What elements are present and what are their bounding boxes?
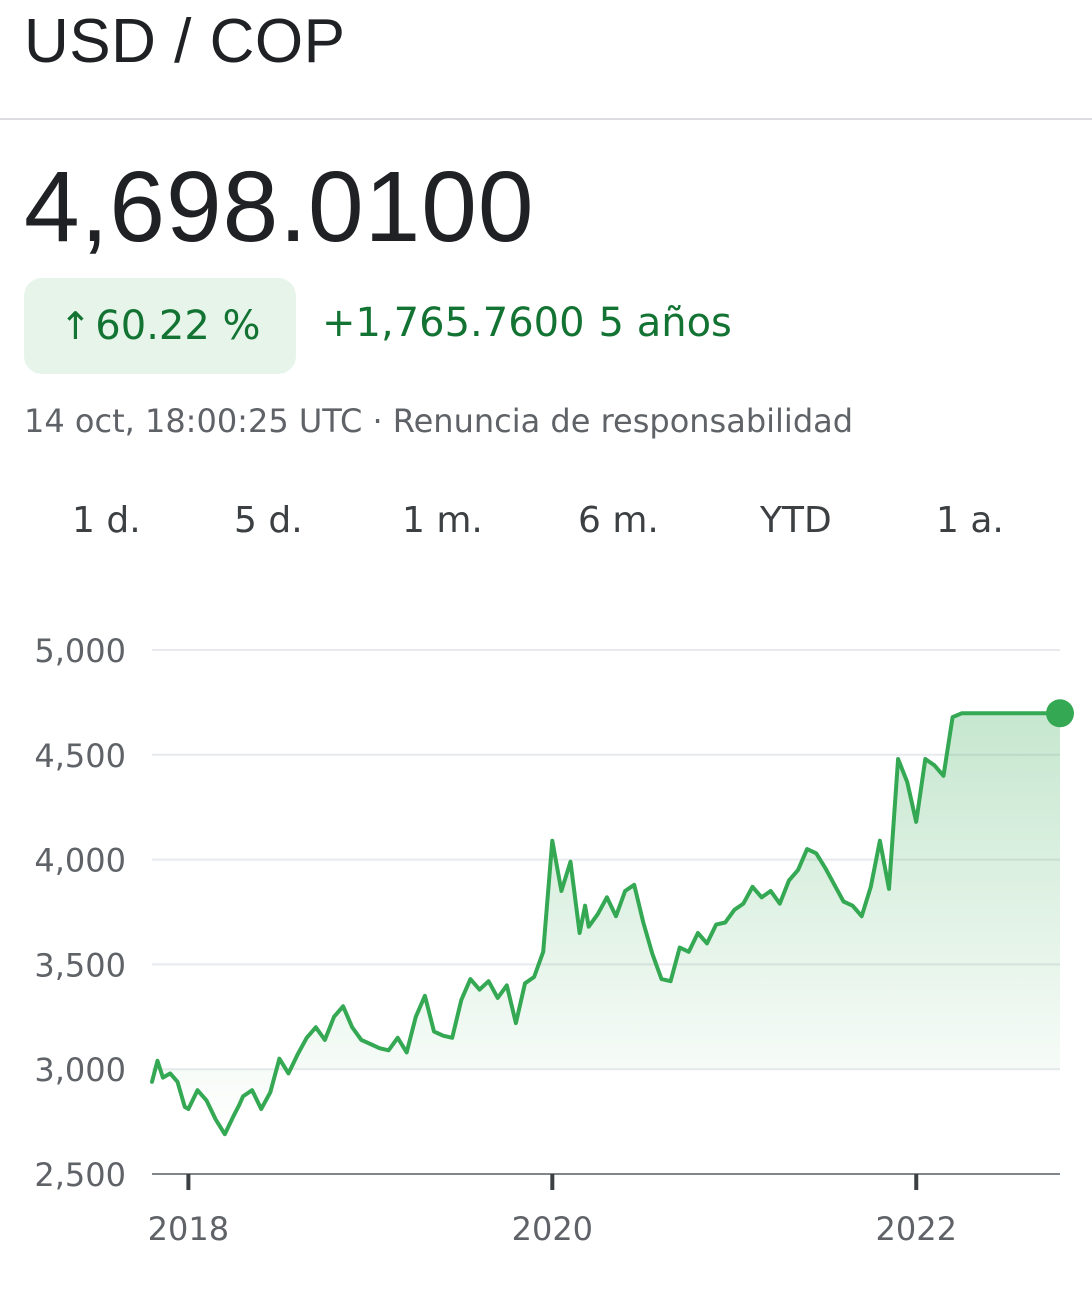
x-tick-label: 2018 [148,1210,229,1248]
disclaimer-link[interactable]: Renuncia de responsabilidad [392,402,854,440]
last-price-dot [1046,699,1074,728]
price-line [150,711,1062,1137]
quote-meta: 14 oct, 18:00:25 UTC · Renuncia de respo… [24,402,853,440]
x-axis-ticks: 2018 2020 2022 [148,1174,957,1248]
y-tick-label: 2,500 [34,1156,126,1194]
percent-change-value: 60.22 % [95,303,261,349]
price-area-fill [152,713,1060,1135]
tab-1-year[interactable]: 1 a. [936,500,1004,541]
tab-1-day[interactable]: 1 d. [72,500,141,541]
current-price: 4,698.0100 [24,151,535,263]
arrow-up-icon: ↑ [59,304,92,348]
y-tick-label: 3,000 [34,1051,126,1089]
range-tabs: 1 d. 5 d. 1 m. 6 m. YTD 1 a. [0,500,1092,560]
percent-change-badge: ↑ 60.22 % [24,278,296,374]
y-tick-label: 4,500 [34,737,126,775]
change-period: 5 años [598,300,732,346]
y-tick-label: 3,500 [34,946,126,984]
tab-6-months[interactable]: 6 m. [578,500,659,541]
x-tick-label: 2020 [512,1210,593,1248]
absolute-change-value: +1,765.7600 [322,300,585,346]
y-tick-label: 5,000 [34,632,126,670]
tab-ytd[interactable]: YTD [760,500,832,541]
quote-timestamp: 14 oct, 18:00:25 UTC [24,402,363,440]
absolute-change: +1,765.7600 5 años [322,300,746,346]
y-axis-ticks: 5,000 4,500 4,000 3,500 3,000 2,500 [34,632,126,1194]
y-tick-label: 4,000 [34,842,126,880]
meta-separator: · [372,402,383,440]
tab-5-days[interactable]: 5 d. [234,500,303,541]
header-bar: USD / COP [0,0,1092,120]
x-tick-label: 2022 [876,1210,957,1248]
currency-pair-title: USD / COP [24,7,346,76]
tab-1-month[interactable]: 1 m. [402,500,483,541]
